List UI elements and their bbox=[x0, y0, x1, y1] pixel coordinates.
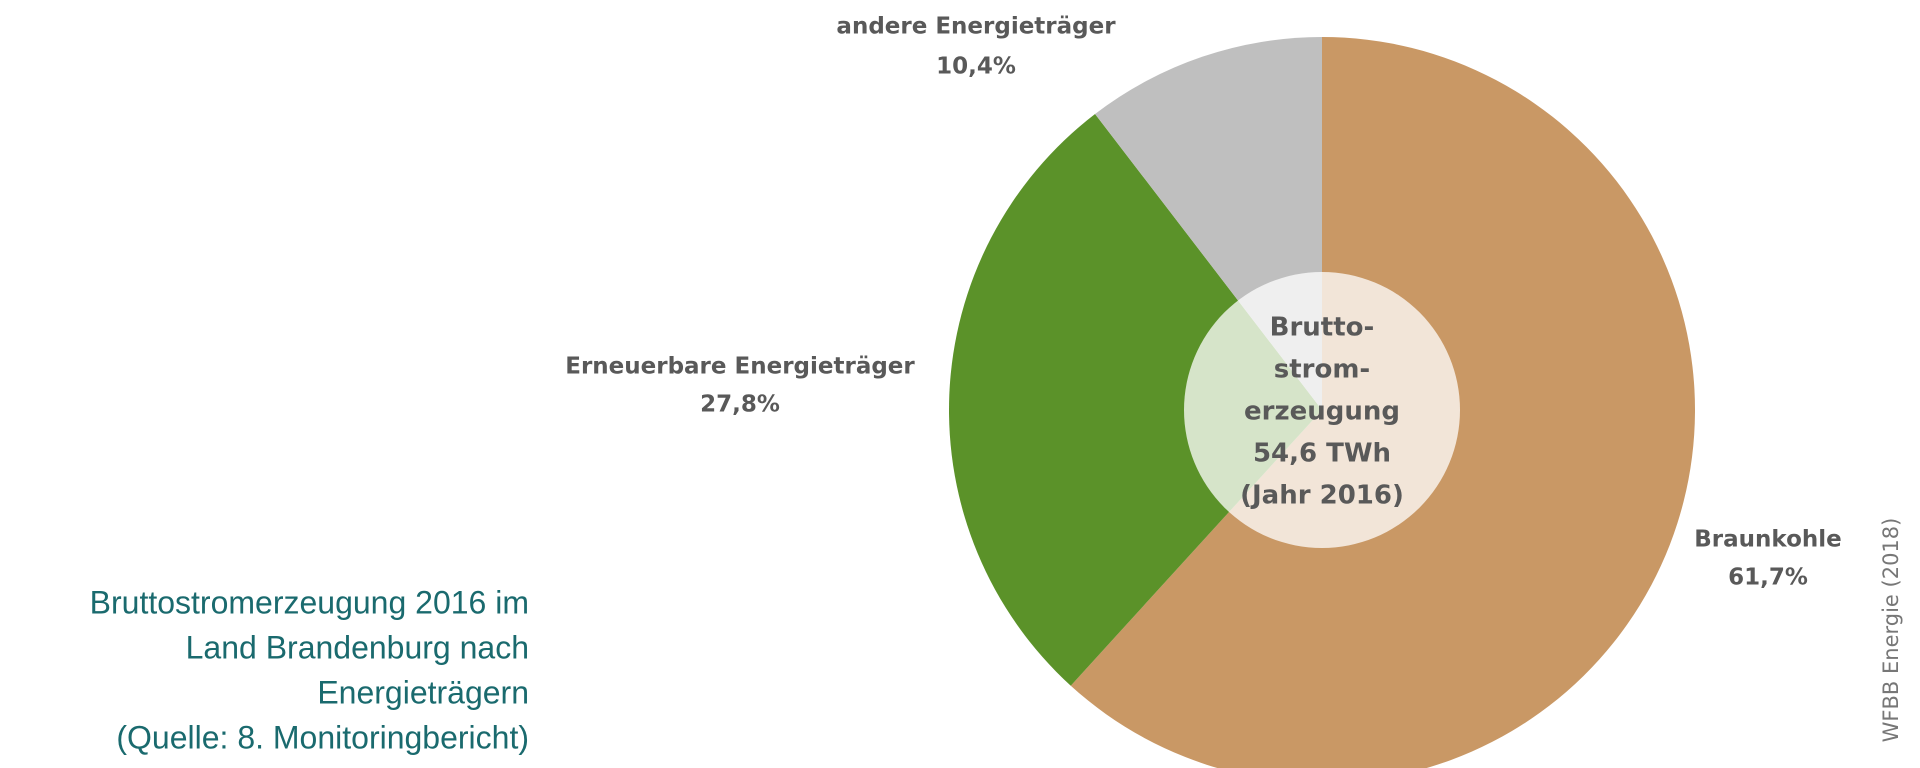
slice-label: andere Energieträger bbox=[836, 14, 1116, 40]
center-text: (Jahr 2016) bbox=[1240, 481, 1404, 511]
slice-value: 10,4% bbox=[936, 54, 1016, 80]
slice-value: 27,8% bbox=[700, 392, 780, 418]
source: WFBB Energie (2018) bbox=[1879, 518, 1903, 743]
center-text: 54,6 TWh bbox=[1253, 439, 1391, 469]
slice-label: Erneuerbare Energieträger bbox=[565, 354, 915, 380]
caption: (Quelle: 8. Monitoringbericht) bbox=[116, 719, 529, 755]
slice-label: Braunkohle bbox=[1694, 527, 1841, 553]
center-circle bbox=[1184, 272, 1460, 548]
center-text: strom- bbox=[1274, 355, 1370, 385]
slice-value: 61,7% bbox=[1728, 565, 1808, 591]
pie-slice bbox=[949, 113, 1322, 686]
caption: Land Brandenburg nach bbox=[186, 629, 529, 665]
caption: Energieträgern bbox=[317, 674, 529, 710]
caption: Bruttostromerzeugung 2016 im bbox=[90, 584, 529, 620]
center-text: Brutto- bbox=[1270, 313, 1375, 343]
center-text: erzeugung bbox=[1244, 397, 1400, 427]
